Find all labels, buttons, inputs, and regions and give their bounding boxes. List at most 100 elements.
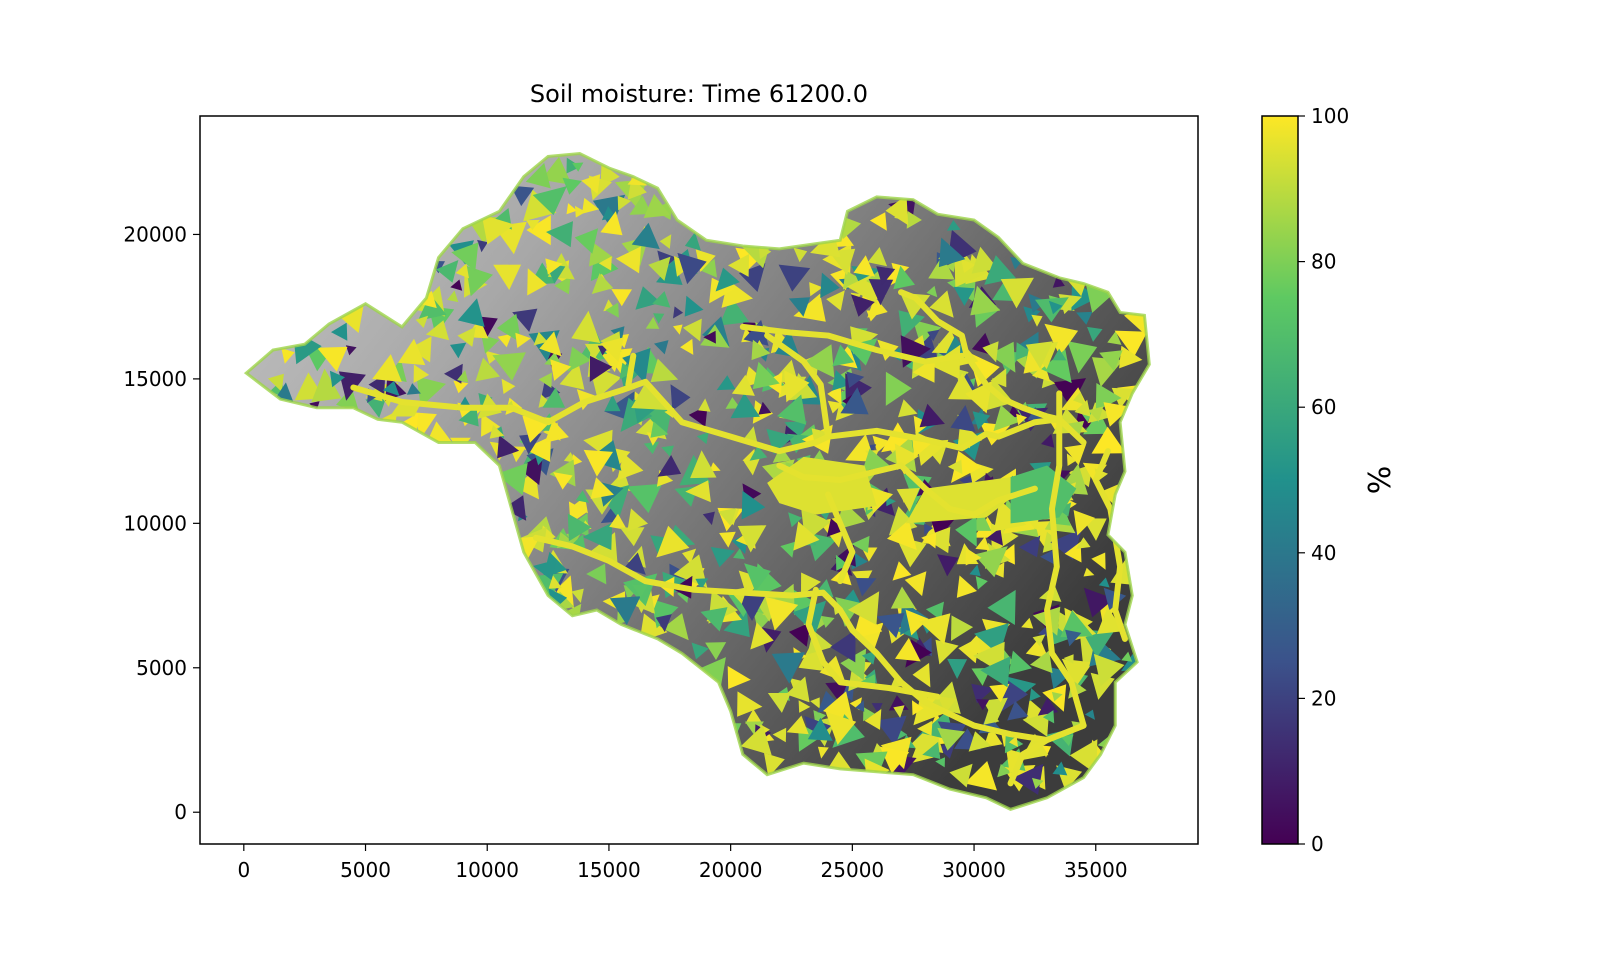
y-tick-label: 5000 [136,656,187,680]
mesh-cell [574,228,599,254]
mesh-cell [752,361,780,390]
mesh-cell [993,405,1020,432]
mesh-cell [631,222,660,250]
mesh-cell [718,508,737,527]
mesh-cell [526,219,540,231]
mesh-cell [562,177,582,195]
mesh-cell [643,441,660,455]
mesh-cell [329,370,345,388]
mesh-cell [840,648,867,681]
mesh-cell [788,512,803,528]
mesh-cell [716,375,736,391]
mesh-cell [450,342,467,359]
mesh-cell [496,313,522,343]
mesh-cell [604,394,621,412]
mesh-cell [510,185,535,207]
mesh-cell [544,419,569,443]
mesh-cell [512,308,538,332]
mesh-cell [924,523,934,535]
colorbar-tick-label: 20 [1311,686,1336,710]
mesh-cell [559,362,585,390]
mesh-cell [947,658,968,679]
mesh-cell [523,436,551,462]
mesh-cell [1096,606,1124,634]
mesh-cell [267,373,284,392]
mesh-cell [975,576,988,590]
mesh-cell [365,397,387,418]
mesh-cell [1030,650,1053,674]
mesh-cell [904,571,927,597]
y-tick-label: 0 [174,800,187,824]
mesh-cell [951,450,982,483]
mesh-cell [1107,331,1122,345]
mesh-cell [582,197,600,214]
mesh-cell [890,586,916,609]
mesh-cell [685,480,711,503]
mesh-cell [489,425,505,439]
mesh-cell [682,548,697,564]
mesh-cell [1068,420,1085,436]
colorbar-tick-label: 80 [1311,250,1336,274]
mesh-cell [1044,323,1079,357]
stream-channel [776,462,1038,518]
mesh-cell [1018,535,1041,558]
mesh-cell [845,434,875,462]
mesh-cell [572,454,583,466]
mesh-cell [622,348,651,384]
mesh-cell [850,294,875,317]
mesh-cell [710,547,736,568]
mesh-cell [481,413,501,437]
mesh-cell [1103,402,1132,427]
mesh-cell [745,709,762,724]
mesh-cell [937,727,966,751]
mesh-cell [864,709,882,730]
mesh-cell [619,362,635,380]
mesh-cell [998,544,1015,565]
mesh-cell [670,384,691,411]
mesh-cell [451,242,479,272]
mesh-cell [825,711,857,745]
mesh-cell [938,696,957,714]
mesh-cell [699,258,717,278]
mesh-cell [1009,735,1018,747]
mesh-cell [869,212,887,231]
mesh-cell [554,276,571,295]
mesh-cell [926,285,938,298]
mesh-cell [673,324,683,335]
mesh-cell [719,296,750,326]
mesh-cell [863,707,876,722]
mesh-cell [533,331,548,346]
mesh-cell [650,358,679,383]
mesh-cell [518,453,544,486]
mesh-cell [851,535,870,553]
mesh-cell [703,330,716,344]
x-tick-label: 0 [237,858,250,882]
mesh-cell [855,700,865,712]
mesh-cell [493,264,522,290]
mesh-cell [643,405,673,437]
mesh-cell [731,374,755,396]
mesh-cell [617,453,644,481]
mesh-cell [832,344,854,367]
mesh-cell [727,666,751,689]
mesh-cell [617,195,632,211]
mesh-cell [784,421,807,441]
mesh-cell [885,371,912,406]
chart-title: Soil moisture: Time 61200.0 [530,80,868,108]
mesh-cell [526,215,551,246]
mesh-cell [677,252,707,285]
mesh-cell [485,350,501,364]
mesh-cell [548,575,562,589]
mesh-cell [983,709,1000,725]
mesh-cell [583,449,613,477]
mesh-cell [382,380,400,396]
mesh-cell [778,264,811,292]
mesh-cell [515,332,531,348]
mesh-cell [986,527,1003,546]
mesh-cell [481,214,515,245]
mesh-cell [281,348,295,364]
mesh-cell [1065,629,1082,647]
mesh-cell [867,247,888,267]
mesh-cell [919,613,951,645]
mesh-cell [989,683,1010,703]
